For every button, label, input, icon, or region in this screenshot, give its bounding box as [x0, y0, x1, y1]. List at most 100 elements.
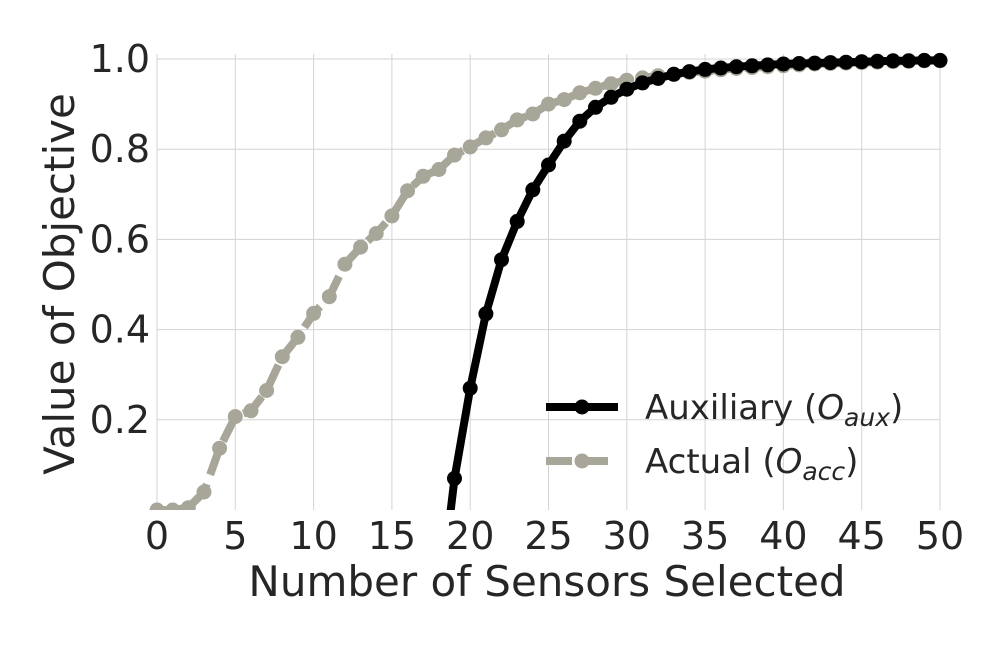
- legend-label-actual-text: Actual (: [645, 442, 776, 482]
- data-point-acc-11: [321, 289, 337, 305]
- data-point-aux-21: [478, 306, 494, 322]
- legend-label-auxiliary-end: ): [890, 388, 903, 428]
- x-tick-label: 40: [759, 514, 807, 558]
- data-point-acc-17: [415, 168, 431, 184]
- data-point-acc-28: [588, 80, 603, 96]
- data-point-aux-29: [603, 89, 619, 105]
- x-tick-label: 35: [681, 514, 729, 558]
- legend: Auxiliary (Oaux) Actual (Oacc): [546, 388, 903, 486]
- x-tick-label: 15: [368, 514, 416, 558]
- data-point-aux-44: [838, 54, 854, 70]
- data-point-aux-40: [775, 56, 791, 72]
- x-tick-label: 10: [289, 514, 337, 558]
- data-point-acc-26: [556, 92, 572, 108]
- y-tick-label: 0.4: [90, 308, 150, 352]
- legend-label-auxiliary: Auxiliary (Oaux): [645, 388, 903, 432]
- data-point-acc-22: [494, 122, 509, 138]
- data-point-acc-25: [541, 96, 556, 112]
- x-tick-label: 30: [603, 514, 651, 558]
- x-tick-label: 45: [838, 514, 886, 558]
- legend-label-auxiliary-sub: aux: [844, 403, 890, 432]
- legend-marker-actual: [574, 453, 590, 469]
- data-point-aux-24: [525, 182, 541, 198]
- data-point-acc-1: [165, 502, 181, 510]
- data-point-acc-5: [227, 409, 243, 425]
- data-point-aux-27: [572, 113, 588, 129]
- legend-item-actual: Actual (Oacc): [546, 442, 858, 486]
- data-point-aux-50: [932, 52, 948, 68]
- x-tick-label: 20: [446, 514, 494, 558]
- data-point-aux-34: [681, 64, 697, 80]
- data-point-acc-3: [196, 484, 212, 500]
- y-axis-ticks: 0.2 0.4 0.6 0.8 1.0: [90, 37, 150, 442]
- data-point-aux-38: [744, 58, 760, 74]
- data-point-aux-28: [588, 99, 603, 115]
- x-tick-label: 5: [223, 514, 247, 558]
- x-tick-label: 0: [145, 514, 169, 558]
- data-point-acc-18: [431, 162, 447, 177]
- legend-label-auxiliary-var: O: [817, 388, 844, 428]
- data-point-aux-19: [447, 470, 462, 486]
- grid: [156, 54, 941, 510]
- legend-label-actual-var: O: [776, 442, 803, 482]
- data-point-aux-31: [635, 75, 650, 91]
- data-point-aux-49: [916, 52, 932, 68]
- y-tick-label: 0.2: [90, 398, 150, 442]
- data-point-aux-26: [556, 133, 572, 149]
- legend-marker-auxiliary: [574, 399, 590, 415]
- data-point-aux-37: [728, 59, 744, 75]
- data-point-acc-19: [447, 147, 462, 163]
- data-point-acc-9: [290, 329, 306, 345]
- y-tick-label: 1.0: [90, 37, 150, 81]
- y-tick-label: 0.8: [90, 127, 150, 171]
- x-tick-label: 25: [524, 514, 572, 558]
- y-tick-label: 0.6: [90, 217, 150, 261]
- data-point-acc-6: [243, 403, 259, 419]
- series-aux: [446, 52, 948, 510]
- legend-item-auxiliary: Auxiliary (Oaux): [546, 388, 903, 432]
- data-point-acc-8: [274, 349, 290, 365]
- data-point-acc-2: [180, 500, 196, 510]
- data-point-acc-13: [353, 239, 369, 255]
- data-point-acc-23: [509, 112, 525, 128]
- data-point-acc-12: [337, 256, 353, 272]
- data-point-aux-43: [822, 55, 838, 71]
- data-point-aux-33: [666, 66, 682, 82]
- data-point-aux-36: [713, 60, 729, 76]
- data-point-acc-16: [400, 183, 416, 199]
- data-point-aux-41: [791, 56, 807, 71]
- data-point-aux-46: [869, 53, 885, 69]
- legend-label-actual-end: ): [845, 442, 858, 482]
- x-axis-ticks: 0 5 10 15 20 25 30 35 40 45 50: [145, 514, 964, 558]
- data-point-acc-24: [525, 106, 541, 122]
- x-axis-label: Number of Sensors Selected: [248, 557, 845, 606]
- data-point-acc-0: [149, 502, 165, 510]
- data-point-aux-23: [509, 213, 525, 229]
- data-point-acc-10: [306, 305, 322, 321]
- data-point-acc-7: [259, 383, 275, 398]
- data-point-aux-25: [541, 157, 556, 173]
- data-point-aux-42: [807, 55, 823, 71]
- data-point-acc-27: [572, 85, 588, 101]
- data-point-acc-29: [603, 76, 619, 92]
- data-point-acc-4: [212, 440, 228, 456]
- y-axis-label: Value of Objective: [35, 93, 84, 475]
- data-point-aux-39: [760, 57, 776, 73]
- data-point-aux-30: [619, 81, 635, 97]
- x-tick-label: 50: [916, 514, 964, 558]
- data-point-acc-15: [384, 208, 400, 224]
- data-point-aux-47: [885, 53, 901, 69]
- legend-label-actual: Actual (Oacc): [645, 442, 858, 486]
- data-point-aux-20: [462, 380, 478, 396]
- legend-label-actual-sub: acc: [802, 457, 845, 486]
- data-point-aux-32: [650, 70, 666, 86]
- data-point-acc-14: [368, 226, 384, 241]
- data-point-acc-20: [462, 139, 478, 155]
- data-point-aux-22: [494, 252, 509, 268]
- data-point-aux-48: [901, 53, 917, 69]
- series-layer: [149, 52, 948, 510]
- data-point-acc-21: [478, 130, 494, 146]
- legend-label-auxiliary-text: Auxiliary (: [645, 388, 817, 428]
- data-point-aux-45: [854, 54, 870, 70]
